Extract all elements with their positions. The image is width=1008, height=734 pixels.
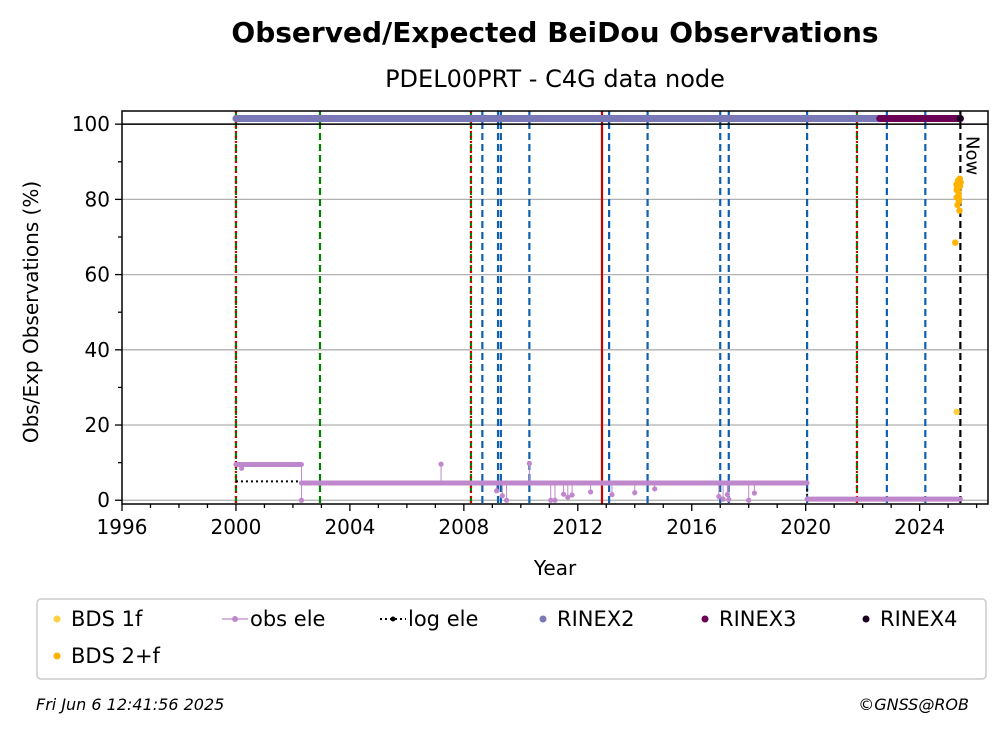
x-tick-label: 2024 [894,515,945,539]
legend-label: BDS 1f [71,607,143,631]
bds-point [953,181,960,188]
legend-swatch [862,615,870,623]
bds-point [956,196,963,203]
y-tick-label: 40 [85,338,110,362]
obs-ele-point [652,486,658,492]
obs-ele-point [569,492,575,498]
bds-point [953,186,960,194]
obs-ele-point [588,489,594,495]
x-tick-label: 2004 [324,515,375,539]
obs-ele-point [298,497,305,503]
footer-credit: ©GNSS@ROB [858,695,969,714]
obs-ele-point [548,497,554,503]
bds-point [954,201,961,209]
obs-ele-point [438,461,444,467]
bds-point [952,239,959,246]
x-tick-label: 2016 [666,515,717,539]
y-tick-label: 20 [85,413,110,437]
chart-title: Observed/Expected BeiDou Observations [231,16,878,49]
x-tick-label: 2008 [438,515,489,539]
legend-label: obs ele [250,607,325,631]
legend-swatch [390,616,396,622]
obs-ele-point [560,491,567,497]
obs-ele-point [503,497,510,503]
y-tick-label: 0 [97,488,110,512]
legend-swatch [53,615,61,623]
x-tick-label: 2000 [210,515,261,539]
y-tick-label: 60 [85,263,110,287]
obs-ele-point [716,493,722,500]
obs-ele-point [632,490,638,496]
obs-ele-point [499,493,505,499]
obs-ele-point [751,490,758,496]
legend-swatch [539,615,547,623]
x-tick-label: 2012 [552,515,603,539]
obs-ele-point [552,497,558,503]
now-label: Now [961,136,982,175]
obs-ele-point [726,496,732,503]
legend-swatch [53,652,61,660]
footer-timestamp: Fri Jun 6 12:41:56 2025 [36,695,224,714]
obs-ele-point [239,465,245,471]
obs-ele-point [494,488,500,494]
obs-ele-point [609,491,615,498]
obs-ele-point [720,496,726,502]
obs-ele-point [526,460,532,466]
x-axis-label: Year [533,556,577,580]
legend-swatch [701,615,709,623]
legend: BDS 1f obs ele log ele RINEX2 RINEX3 RINEX4 BD… [53,607,958,668]
x-tick-label: 1996 [97,515,148,539]
bds-point [956,207,963,214]
obs-ele-point [565,494,571,500]
plot-frame [121,110,989,505]
legend-box [36,598,987,680]
chart-subtitle: PDEL00PRT - C4G data node [385,65,725,93]
x-tick-label: 2020 [780,515,831,539]
obs-ele-point [746,497,752,503]
legend-label: log ele [408,607,478,631]
legend-label: RINEX4 [880,607,958,631]
legend-label: RINEX3 [719,607,797,631]
y-tick-label: 100 [72,112,110,136]
bds-point [956,175,963,182]
bds-point [953,408,960,416]
y-tick-label: 80 [85,187,110,211]
y-axis-label: Obs/Exp Observations (%) [19,181,43,443]
legend-label: BDS 2+f [71,644,161,668]
legend-label: RINEX2 [557,607,635,631]
legend-swatch [232,616,238,622]
plot-area: Now 1996 2000 2004 2008 2012 2016 2020 2024 0 20 40… [72,110,989,539]
